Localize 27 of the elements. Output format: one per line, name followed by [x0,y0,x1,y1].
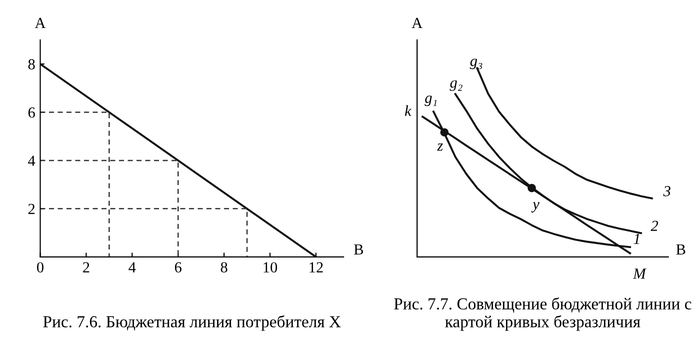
text: Рис. 7.7. Совмещение бюджетной линии с картой кривых безразличия [394,297,692,331]
x-tick-label: 0 [37,262,44,273]
x-tick-label: 12 [310,262,323,272]
text: Рис. 7.6. Бюджетная линия потребителя X [43,315,341,331]
y-tick-label: 4 [28,156,36,166]
annotation: z [437,144,443,151]
y-tick-label: 6 [28,107,35,118]
x-tick-label: 10 [264,262,278,273]
x-tick-label: 6 [174,262,182,273]
x-tick-label: 8 [220,262,228,273]
annotation: y [531,202,540,212]
y-tick-label: 8 [28,59,35,70]
annotation: 2 [650,220,658,231]
x-axis-title: В [676,244,686,255]
annotation: 3 [663,186,670,196]
annotation: 1 [634,234,640,244]
y-axis-title: А [34,18,46,28]
annotation: g₁ [424,96,437,106]
x-tick-label: 2 [83,262,90,272]
x-tick-label: 4 [128,262,136,272]
text: M [632,268,647,279]
y-axis-title: А [412,18,422,28]
annotation: g₂ [450,80,462,91]
annotation: g₃ [470,58,482,70]
x-axis-title: В [354,244,364,255]
y-tick-label: 2 [28,204,35,214]
text: k [404,105,412,116]
